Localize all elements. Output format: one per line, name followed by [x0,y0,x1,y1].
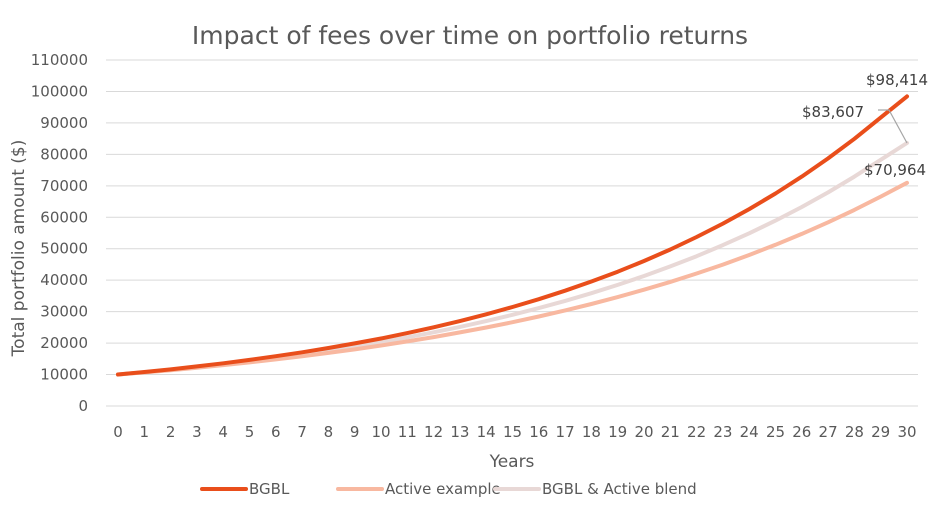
leader-line [878,109,908,144]
x-tick-label: 20 [634,423,653,441]
data-labels: $98,414$83,607 $70,964 [802,71,928,179]
y-tick-label: 100000 [31,82,88,100]
y-axis-ticks: 0 10000 20000 30000 40000 50000 60000 70000 8000… [31,51,88,415]
x-tick-label: 29 [871,423,890,441]
x-tick-label: 30 [897,423,916,441]
y-tick-label: 20000 [40,334,88,352]
y-tick-label: 90000 [40,114,88,132]
y-tick-label: 40000 [40,271,88,289]
y-tick-label: 110000 [31,51,88,69]
y-tick-label: 10000 [40,366,88,384]
x-tick-label: 0 [113,423,123,441]
x-tick-label: 24 [740,423,759,441]
data-label: $70,964 [864,161,926,179]
x-tick-label: 19 [608,423,627,441]
x-tick-label: 2 [166,423,176,441]
x-tick-label: 1 [140,423,150,441]
x-tick-label: 13 [450,423,469,441]
y-tick-label: 60000 [40,208,88,226]
chart-title: Impact of fees over time on portfolio re… [192,21,748,50]
series-line-active-example [116,180,909,377]
x-tick-label: 26 [792,423,811,441]
y-tick-label: 50000 [40,240,88,258]
x-tick-label: 27 [819,423,838,441]
x-tick-label: 8 [324,423,334,441]
y-tick-label: 0 [78,397,88,415]
series-line-bgbl [116,94,909,377]
x-axis-ticks: 0 1 2 3 4 5 6 7 8 9 10 11 12 13 14 15 16 17 18 19 20 21 22 23 24… [113,423,916,441]
legend-label: BGBL & Active blend [542,480,697,498]
y-tick-label: 30000 [40,303,88,321]
x-tick-label: 9 [350,423,360,441]
x-tick-label: 4 [218,423,228,441]
x-tick-label: 5 [245,423,255,441]
legend: BGBL Active example BGBL & Active blend [200,480,697,498]
x-tick-label: 18 [582,423,601,441]
x-tick-label: 14 [477,423,496,441]
x-tick-label: 21 [661,423,680,441]
series-lines [116,94,909,377]
series-line-bgbl-active-blend [116,141,909,377]
y-axis-label: Total portfolio amount ($) [9,140,29,358]
x-tick-label: 28 [845,423,864,441]
x-tick-label: 16 [529,423,548,441]
gridlines [106,59,918,407]
y-tick-label: 80000 [40,145,88,163]
x-tick-label: 22 [687,423,706,441]
x-tick-label: 17 [556,423,575,441]
data-label: $83,607 [802,103,864,121]
x-tick-label: 10 [371,423,390,441]
x-tick-label: 12 [424,423,443,441]
x-tick-label: 3 [192,423,202,441]
legend-label: Active example [385,480,501,498]
x-tick-label: 6 [271,423,281,441]
x-axis-label: Years [489,452,535,472]
legend-label: BGBL [249,480,290,498]
x-tick-label: 25 [766,423,785,441]
y-tick-label: 70000 [40,177,88,195]
x-tick-label: 15 [503,423,522,441]
x-tick-label: 7 [297,423,307,441]
data-label: $98,414 [866,71,928,89]
x-tick-label: 11 [398,423,417,441]
x-tick-label: 23 [713,423,732,441]
